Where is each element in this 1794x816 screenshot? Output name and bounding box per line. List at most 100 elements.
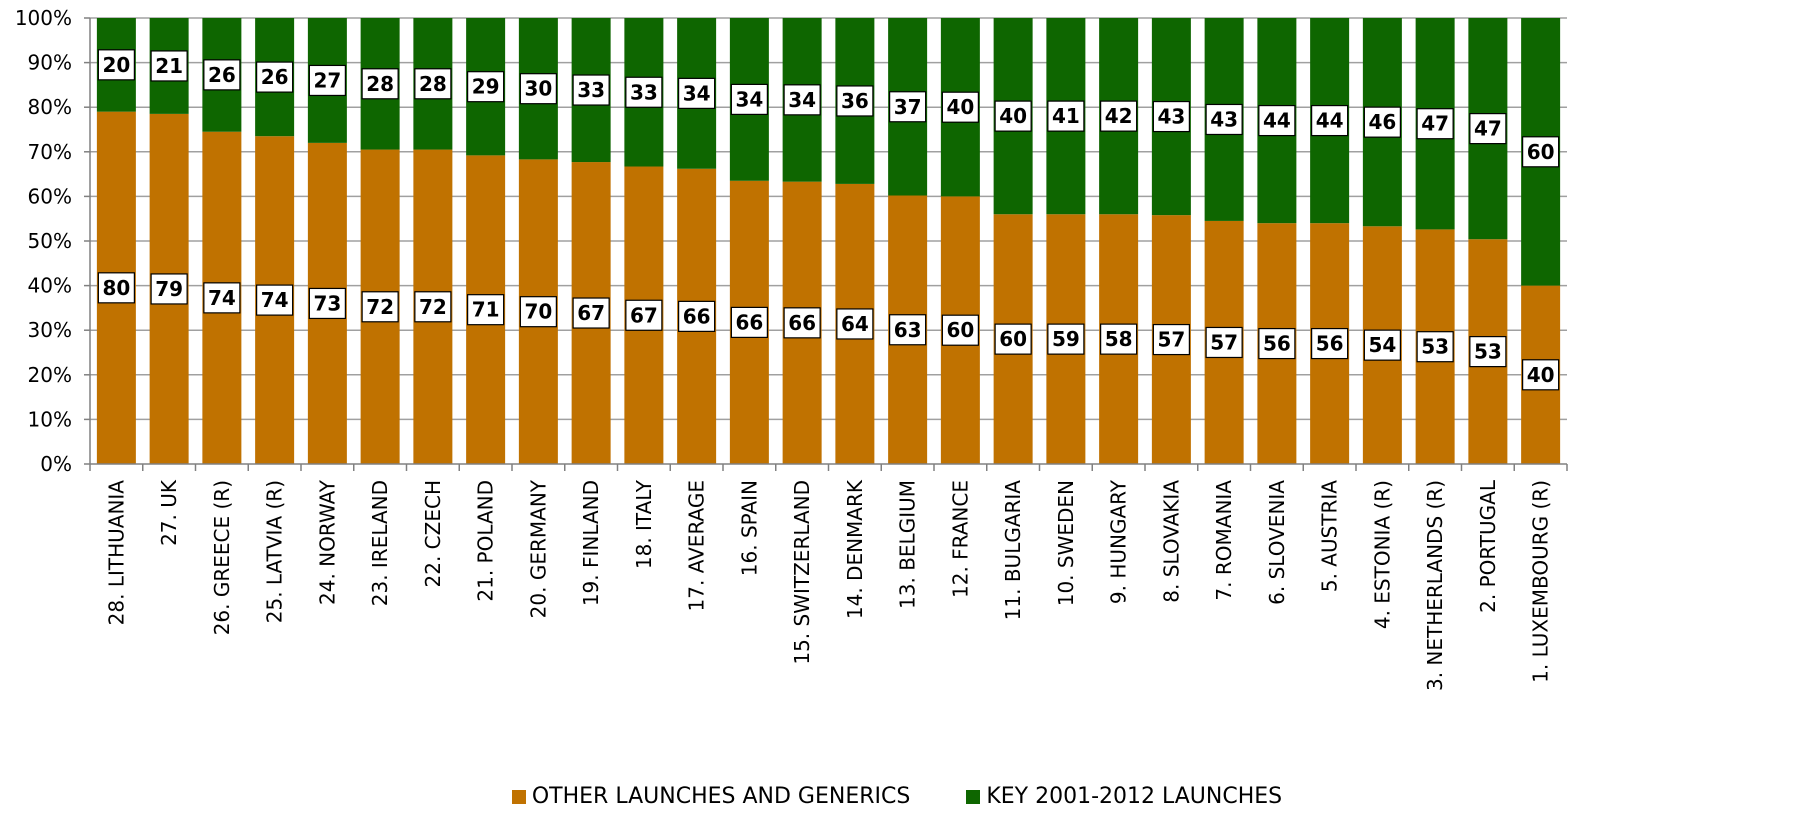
- data-label-other-box: [150, 273, 188, 305]
- data-label-key-box: [572, 74, 610, 106]
- data-label-other: 80: [102, 276, 130, 300]
- x-tick-label: 1. LUXEMBOURG (R): [1529, 480, 1553, 683]
- x-tick-label: 19. FINLAND: [579, 480, 603, 606]
- x-tick-label: 28. LITHUANIA: [104, 480, 128, 626]
- data-label-key: 28: [366, 72, 394, 96]
- data-label-key-box: [625, 76, 663, 108]
- x-tick-label: 23. IRELAND: [368, 480, 392, 606]
- x-tick-label: 12. FRANCE: [948, 480, 972, 598]
- data-label-key-box: [836, 85, 874, 117]
- x-tick-label: 7. ROMANIA: [1212, 480, 1236, 601]
- data-label-key-box: [150, 50, 188, 82]
- data-label-other: 40: [1527, 363, 1555, 387]
- data-label-other-box: [1100, 323, 1138, 355]
- data-label-key: 47: [1421, 112, 1449, 136]
- data-label-key: 34: [788, 88, 816, 112]
- x-tick-label: 22. CZECH: [421, 480, 445, 587]
- data-label-key-box: [783, 84, 821, 116]
- y-tick-label: 100%: [15, 6, 72, 30]
- data-label-key: 40: [999, 104, 1027, 128]
- data-label-other: 63: [894, 318, 922, 342]
- data-label-other-box: [467, 294, 505, 326]
- data-label-other: 67: [630, 303, 658, 327]
- y-tick-label: 80%: [28, 95, 72, 119]
- data-label-other-box: [361, 291, 399, 323]
- data-label-other-box: [625, 299, 663, 331]
- data-label-key-box: [308, 64, 346, 97]
- data-label-other-box: [730, 306, 768, 338]
- y-tick-label: 70%: [28, 140, 72, 164]
- x-tick-label: 10. SWEDEN: [1054, 480, 1078, 606]
- data-label-other: 59: [1052, 327, 1080, 351]
- data-label-key: 27: [313, 68, 341, 92]
- data-label-key-box: [941, 91, 979, 123]
- legend-swatch-key: [966, 789, 981, 804]
- data-label-key: 26: [261, 65, 289, 89]
- data-label-other: 74: [261, 288, 289, 312]
- data-label-key: 33: [630, 80, 658, 104]
- data-label-other-box: [1522, 359, 1560, 391]
- data-label-key-box: [1100, 100, 1138, 132]
- data-label-other: 67: [577, 301, 605, 325]
- data-label-other-box: [1205, 326, 1243, 359]
- data-label-other-box: [678, 300, 716, 332]
- data-label-key: 28: [419, 72, 447, 96]
- x-tick-label: 24. NORWAY: [315, 479, 339, 605]
- x-tick-label: 14. DENMARK: [843, 479, 867, 619]
- data-label-key-box: [678, 77, 716, 109]
- y-tick-label: 30%: [28, 318, 72, 342]
- data-label-key: 34: [735, 87, 763, 111]
- data-label-key-box: [361, 68, 399, 100]
- data-label-key-box: [1469, 113, 1507, 145]
- data-label-other: 60: [946, 318, 974, 342]
- data-label-other-box: [1469, 336, 1507, 368]
- data-label-key-box: [1311, 104, 1349, 137]
- data-label-other: 79: [155, 277, 183, 301]
- data-label-other-box: [1152, 323, 1190, 356]
- data-label-other-box: [308, 287, 346, 320]
- data-label-key: 43: [1157, 105, 1185, 129]
- data-label-key: 47: [1474, 117, 1502, 141]
- data-label-other-box: [1416, 331, 1454, 363]
- data-label-other: 56: [1316, 332, 1344, 356]
- data-label-key-box: [1522, 136, 1560, 168]
- x-tick-label: 2. PORTUGAL: [1476, 479, 1500, 613]
- legend-label-key: KEY 2001-2012 LAUNCHES: [986, 784, 1283, 809]
- data-label-other-box: [1047, 323, 1085, 355]
- data-label-other-box: [1311, 327, 1349, 360]
- data-label-other: 53: [1474, 340, 1502, 364]
- y-tick-label: 60%: [28, 184, 72, 208]
- data-label-other: 57: [1157, 328, 1185, 352]
- y-tick-label: 50%: [28, 229, 72, 253]
- data-label-other: 70: [524, 300, 552, 324]
- data-label-other-box: [97, 272, 135, 304]
- data-label-key-box: [256, 61, 294, 93]
- data-label-other-box: [1363, 329, 1401, 361]
- x-tick-label: 5. AUSTRIA: [1318, 480, 1342, 592]
- data-label-key-box: [97, 49, 135, 81]
- data-label-key: 42: [1105, 104, 1133, 128]
- data-label-other-box: [1258, 327, 1296, 360]
- data-label-key-box: [467, 71, 505, 103]
- x-tick-label: 18. ITALY: [632, 479, 656, 569]
- data-label-key-box: [889, 91, 927, 123]
- y-tick-label: 40%: [28, 274, 72, 298]
- data-label-key-box: [1258, 104, 1296, 137]
- data-label-other: 57: [1210, 330, 1238, 354]
- data-label-key: 20: [102, 53, 130, 77]
- data-label-key-box: [1047, 100, 1085, 132]
- x-tick-label: 17. AVERAGE: [685, 480, 709, 611]
- data-label-key: 60: [1527, 140, 1555, 164]
- data-label-other: 66: [735, 310, 763, 334]
- data-label-key: 34: [683, 81, 711, 105]
- y-tick-label: 10%: [28, 407, 72, 431]
- x-tick-label: 16. SPAIN: [737, 480, 761, 576]
- data-label-other-box: [414, 291, 452, 323]
- data-label-key-box: [519, 73, 557, 105]
- data-label-key-box: [203, 59, 241, 91]
- data-label-other-box: [994, 323, 1032, 355]
- data-label-key: 44: [1316, 109, 1344, 133]
- data-label-key: 36: [841, 89, 869, 113]
